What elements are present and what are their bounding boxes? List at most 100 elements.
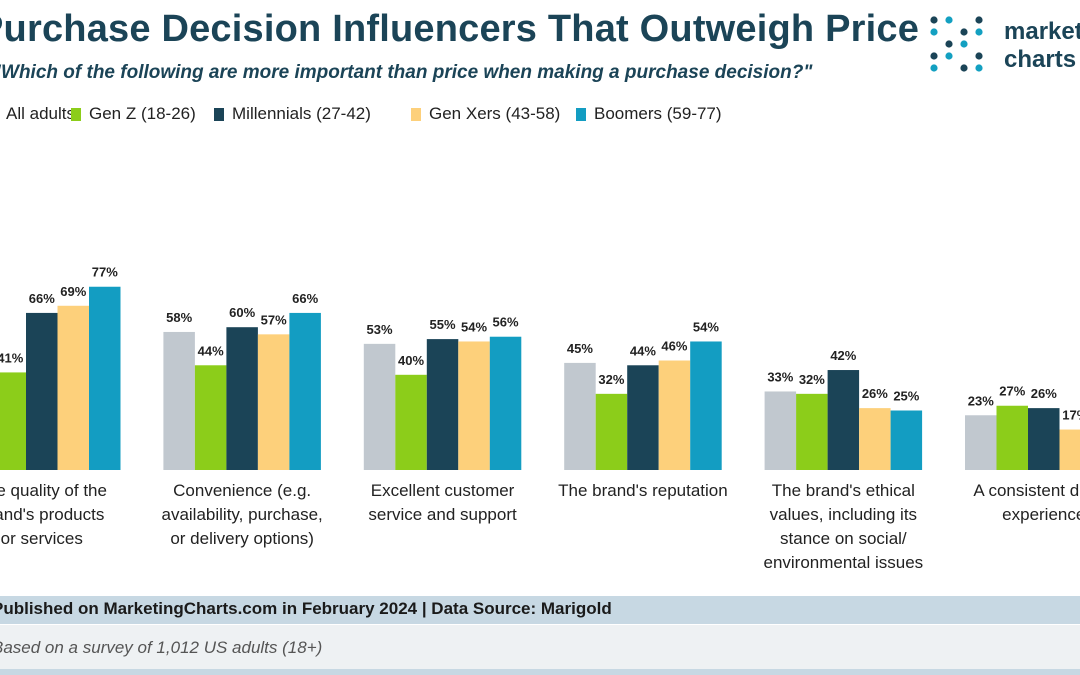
bar [627,365,659,470]
data-label: 44% [198,343,224,358]
bar [289,312,321,470]
data-label: 77% [92,265,118,280]
logo-dot [930,16,938,24]
data-label: 66% [292,291,318,306]
footnote-text: Based on a survey of 1,012 US adults (18… [0,638,323,657]
logo-text-line2: charts [1004,46,1077,73]
data-label: 32% [799,372,825,387]
data-label: 25% [893,389,919,404]
bar [57,305,89,470]
data-label: 26% [862,386,888,401]
legend-label: Boomers (59-77) [594,104,722,123]
bar [827,370,860,470]
bar [996,405,1028,470]
legend-swatch [576,107,586,121]
logo-dot [945,52,953,60]
category-label-line: A consistent digital [973,481,1080,500]
category-label: The quality of the brand's products or ser… [0,479,147,551]
legend-label: Gen Z (18-26) [89,104,196,123]
data-label: 58% [166,310,192,325]
data-label: 17% [1062,408,1080,423]
bar [89,286,121,470]
category-label-line: Excellent customer [370,481,515,500]
category-label-line: The brand's ethical [771,481,915,500]
bar [426,339,459,470]
bar [489,336,522,470]
marketingcharts-logo[interactable]: marketing charts [926,14,1080,76]
bar [363,343,396,470]
logo-dot [930,28,938,36]
category-label-line: availability, purchase, [161,505,323,524]
bar [0,372,26,470]
data-label: 60% [229,305,255,320]
category-label-line: The brand's reputation [558,481,728,500]
bar [26,312,58,470]
bar-chart: 41% 66% 69% 77% 58% 44% 60% 57% 66% 53% 40% 55% 54% 5… [0,265,1080,470]
bar [658,360,691,470]
logo-dot [945,16,953,24]
data-label: 32% [598,372,624,387]
legend-label: All adults [6,104,75,123]
bar [564,362,596,470]
legend-item: Millennials (27-42) [214,104,371,124]
bar [163,331,195,470]
data-label: 33% [767,369,793,384]
category-label-line: The quality of the [0,481,107,500]
bar [1028,408,1060,470]
bar [226,327,258,470]
category-label: The brand's reputation [538,479,748,503]
data-label: 40% [398,353,424,368]
data-label: 45% [567,341,593,356]
data-label: 66% [29,291,55,306]
chart-subtitle: "Which of the following are more importa… [0,62,813,83]
data-label: 23% [968,393,994,408]
category-label-line: stance on social/ [780,529,907,548]
bar [965,415,997,470]
logo-text-line1: marketing [1004,18,1080,45]
data-label: 42% [830,348,856,363]
data-label: 54% [693,319,719,334]
category-label: Excellent customer service and support [338,479,548,527]
legend-item: Boomers (59-77) [576,104,722,124]
category-label-line: brand's products [0,505,105,524]
logo-dot [945,40,953,48]
data-label: 54% [461,319,487,334]
bar [796,393,828,470]
category-label-line: experience [1002,505,1080,524]
legend-swatch [71,107,81,121]
category-label-line: or delivery options) [170,529,314,548]
footnote-band: Based on a survey of 1,012 US adults (18… [0,625,1080,669]
bar [690,341,722,470]
data-label: 56% [493,315,519,330]
logo-dot [960,64,968,72]
bar [764,391,797,470]
data-label: 26% [1031,386,1057,401]
data-label: 53% [367,322,393,337]
legend-label: Millennials (27-42) [232,104,371,123]
category-label-line: environmental issues [763,553,924,572]
bar [595,393,628,470]
source-band: Published on MarketingCharts.com in Febr… [0,596,1080,624]
bar [395,374,427,470]
data-label: 69% [60,284,86,299]
legend-label: Gen Xers (43-58) [429,104,561,123]
chart-title: Purchase Decision Influencers That Outwe… [0,8,920,50]
category-label-line: service and support [368,505,517,524]
legend-item: All adults [0,104,75,124]
logo-dot [975,16,983,24]
data-label: 27% [999,384,1025,399]
category-label: The brand's ethical values, including its… [738,479,948,575]
data-label: 46% [661,339,687,354]
logo-dot [930,52,938,60]
category-label: Convenience (e.g. availability, purchase,… [137,479,347,551]
logo-dot [930,64,938,72]
bar [257,334,290,470]
logo-dot [975,28,983,36]
bar [458,341,490,470]
logo-dot [960,40,968,48]
bottom-rule [0,669,1080,675]
category-label-line: Convenience (e.g. [173,481,312,500]
bar [890,410,923,470]
data-label: 41% [0,350,24,365]
source-text: Published on MarketingCharts.com in Febr… [0,599,612,618]
